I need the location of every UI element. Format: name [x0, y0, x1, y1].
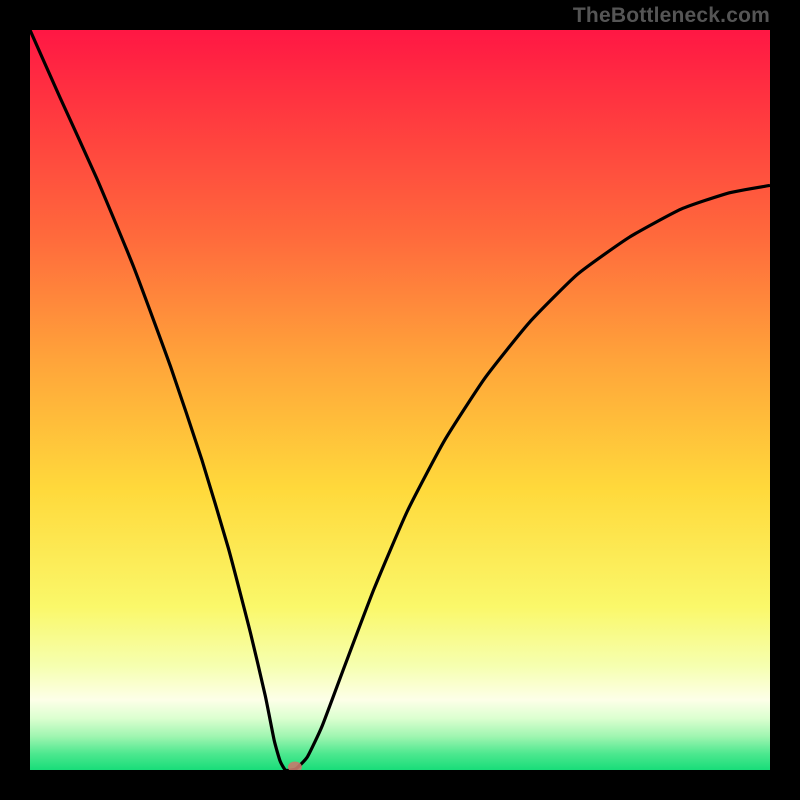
chart-frame: TheBottleneck.com	[0, 0, 800, 800]
bottleneck-curve-chart	[30, 30, 770, 770]
watermark-text: TheBottleneck.com	[573, 4, 770, 28]
plot-area	[30, 30, 770, 770]
gradient-background	[30, 30, 770, 770]
